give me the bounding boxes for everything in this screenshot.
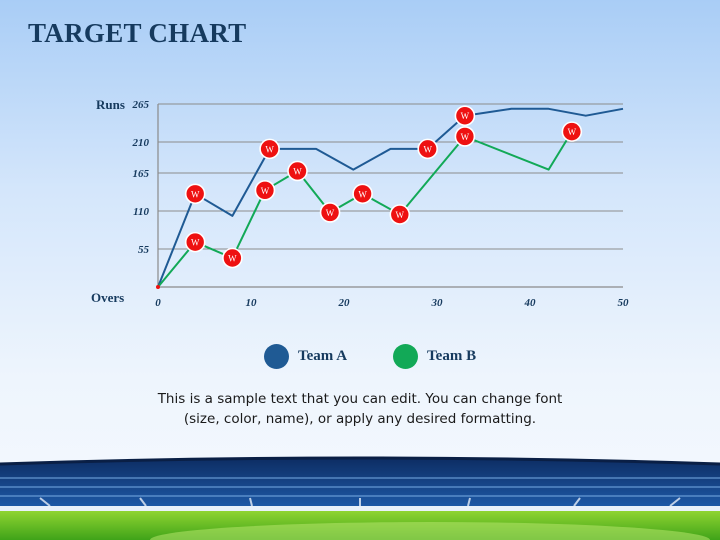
y-tick-label: 55: [138, 244, 150, 256]
svg-text:W: W: [191, 238, 200, 248]
wicket-marker: W: [454, 126, 476, 147]
chart-wicket-markers: W W W W W W W W W W W W W: [156, 105, 583, 289]
y-axis-label: Runs: [96, 97, 125, 112]
wicket-marker: W: [184, 183, 206, 205]
svg-text:W: W: [358, 189, 367, 199]
svg-text:W: W: [396, 210, 405, 220]
svg-text:W: W: [293, 166, 302, 176]
svg-text:W: W: [461, 111, 470, 121]
svg-text:W: W: [191, 189, 200, 199]
wicket-marker: W: [352, 183, 373, 205]
legend-item-team-a: Team A: [264, 344, 347, 369]
stadium-roof-edge: [0, 456, 720, 466]
svg-text:W: W: [568, 127, 577, 137]
wicket-marker: W: [254, 180, 276, 201]
wicket-marker: W: [454, 105, 476, 127]
stadium-illustration: [0, 456, 720, 540]
legend-swatch-team-b: [393, 344, 419, 369]
legend-label-team-b: Team B: [427, 348, 477, 364]
caption-text: This is a sample text that you can edit.…: [157, 391, 563, 427]
chart-ticks: 55 110 165 210 265 0 10 20 30 40 50: [132, 99, 630, 309]
wicket-marker: W: [417, 138, 439, 160]
wicket-marker: W: [184, 231, 206, 253]
x-tick-label: 20: [338, 297, 351, 309]
x-tick-label: 30: [431, 297, 444, 309]
x-tick-label: 50: [618, 297, 630, 309]
legend-swatch-team-a: [264, 344, 289, 369]
stadium-boundary-board: [0, 506, 720, 511]
stadium-stairs: [39, 497, 681, 507]
wicket-marker: W: [561, 121, 583, 142]
wicket-marker: W: [259, 138, 280, 160]
legend-item-team-b: Team B: [393, 344, 476, 369]
series-line-team-a: [157, 107, 624, 288]
chart-axes: [157, 104, 623, 288]
stadium-seat-rows: [0, 477, 720, 497]
svg-text:W: W: [326, 208, 335, 218]
y-tick-label: 165: [133, 168, 150, 180]
x-axis-label: Overs: [91, 290, 124, 305]
wicket-marker: W: [287, 160, 308, 182]
wicket-marker: W: [389, 204, 411, 225]
origin-point: [156, 285, 160, 289]
svg-text:W: W: [423, 144, 432, 154]
svg-text:W: W: [228, 253, 237, 263]
x-tick-label: 0: [155, 297, 161, 309]
legend-label-team-a: Team A: [298, 348, 348, 364]
svg-text:W: W: [461, 132, 470, 142]
y-tick-label: 110: [133, 206, 149, 218]
page-title: TARGET CHART: [28, 18, 247, 48]
y-tick-label: 265: [132, 99, 150, 111]
chart-grid: [158, 103, 623, 250]
field-highlight: [150, 522, 710, 540]
x-tick-label: 10: [246, 297, 258, 309]
svg-text:W: W: [265, 144, 274, 154]
svg-text:W: W: [261, 186, 270, 196]
y-tick-label: 210: [132, 137, 150, 149]
wicket-marker: W: [319, 202, 341, 223]
x-tick-label: 40: [524, 297, 537, 309]
chart-legend: Team A Team B: [264, 344, 522, 369]
wicket-marker: W: [222, 247, 243, 269]
